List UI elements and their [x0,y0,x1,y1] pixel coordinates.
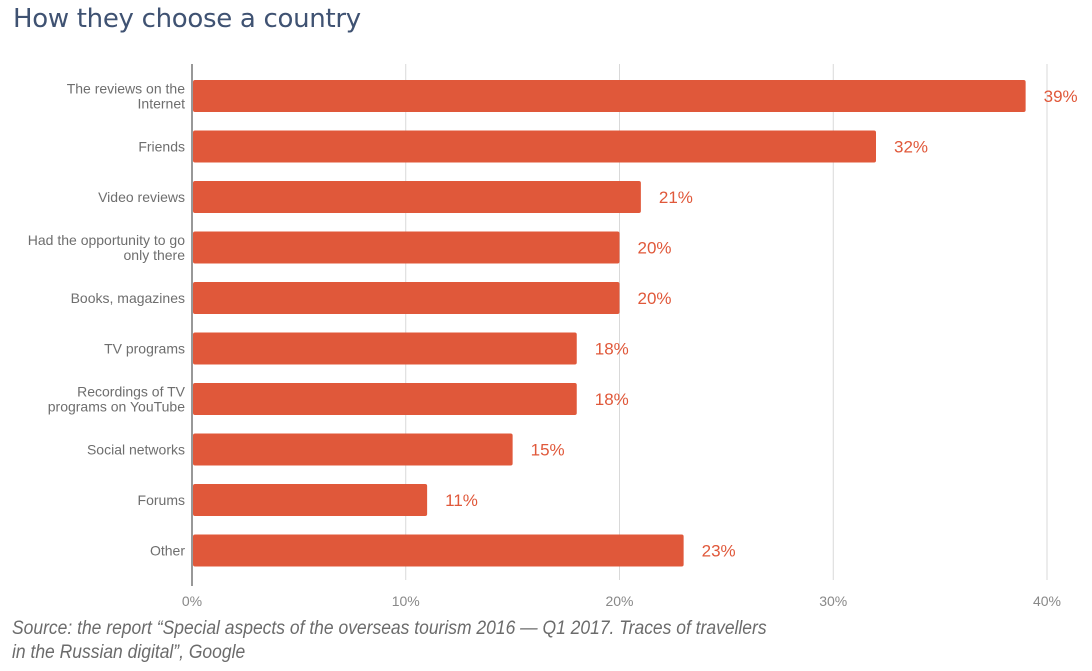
bar [193,383,577,415]
data-label: 20% [638,239,672,258]
category-label: Recordings of TV [77,384,186,400]
data-label: 11% [445,491,478,510]
bar [193,484,428,516]
data-label: 39% [1044,87,1078,106]
data-label: 18% [595,340,629,359]
category-label: Internet [138,96,186,112]
category-label: Books, magazines [71,290,185,306]
x-tick-label: 30% [819,593,847,609]
bar [193,181,641,213]
category-label: Friends [138,139,185,155]
bar [193,80,1026,112]
x-tick-label: 20% [605,593,633,609]
bar [193,433,513,466]
source-line-2: in the Russian digital”, Google [12,642,246,663]
category-label: programs on YouTube [48,399,185,415]
category-label: TV programs [104,341,185,357]
category-label: Video reviews [98,189,185,205]
source-line-1: Source: the report “Special aspects of t… [12,618,767,639]
bar [193,231,620,264]
data-label: 21% [659,188,693,207]
category-label: Had the opportunity to go [28,232,185,248]
x-tick-label: 10% [392,593,420,609]
data-label: 18% [595,390,629,409]
x-tick-label: 40% [1033,593,1061,609]
category-label: only there [124,247,186,263]
bar [193,534,684,567]
source-note: Source: the report “Special aspects of t… [12,617,767,665]
category-label: Other [150,543,185,559]
data-label: 15% [531,441,565,460]
chart-title: How they choose a country [13,4,361,34]
category-label: Social networks [87,442,185,458]
category-label: The reviews on the [67,81,185,97]
category-label: Forums [138,492,185,508]
bar [193,332,577,365]
x-tick-label: 0% [182,593,202,609]
data-label: 23% [702,542,736,561]
bar [193,130,876,163]
data-label: 20% [638,289,672,308]
bar [193,282,620,314]
data-label: 32% [894,138,928,157]
